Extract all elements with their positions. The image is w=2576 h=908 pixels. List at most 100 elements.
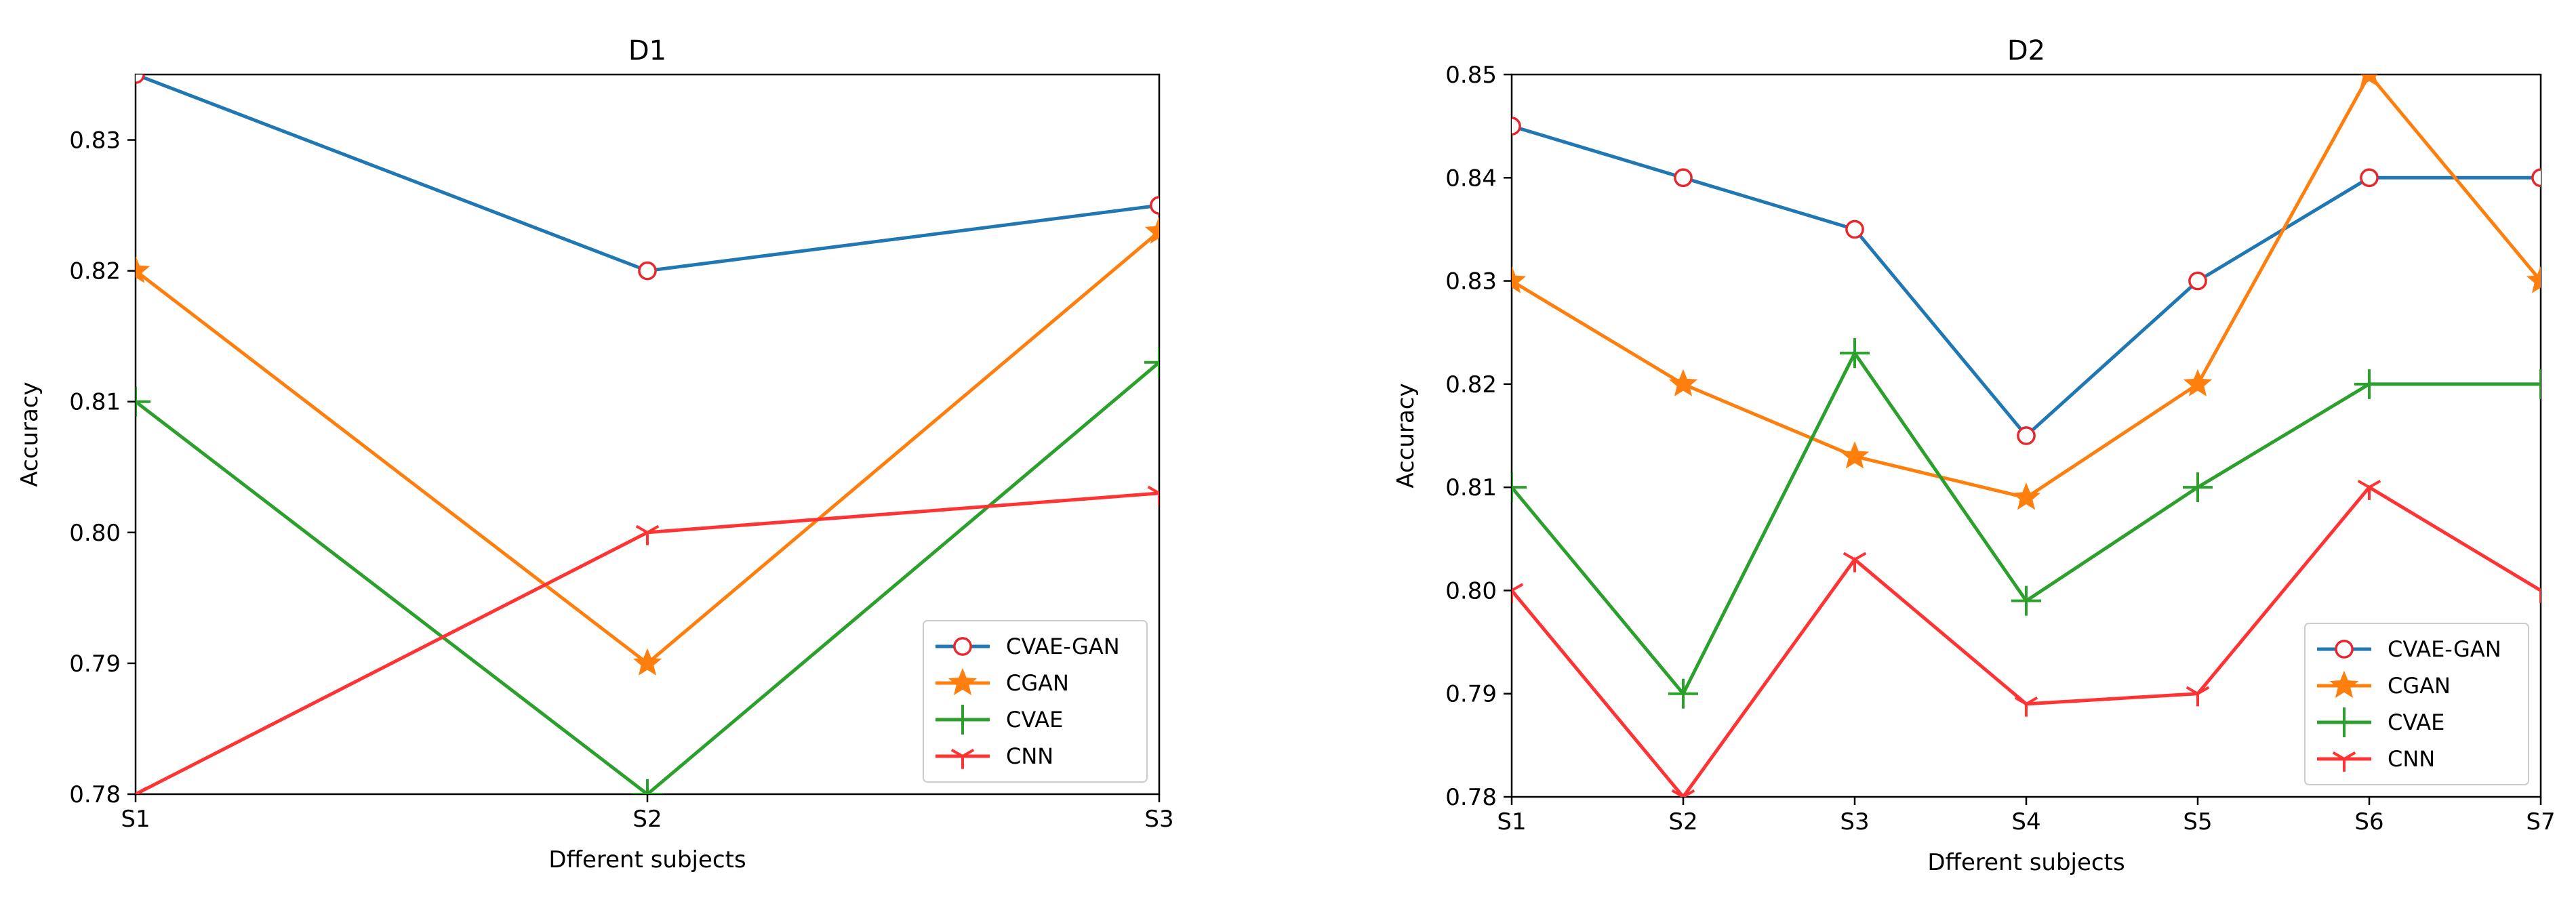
series-cvae-gan <box>1512 117 2541 445</box>
chart-title: D1 <box>628 35 666 66</box>
data-point-cvae <box>2526 369 2541 399</box>
data-point-cvae-gan <box>2017 426 2036 445</box>
legend-marker-icon <box>2335 640 2354 659</box>
y-tick-label: 0.85 <box>1445 62 1497 89</box>
data-point-cvae-gan <box>1674 168 1693 188</box>
x-tick-label: S4 <box>2011 808 2040 835</box>
data-point-cnn <box>2186 686 2210 707</box>
data-point-cvae <box>136 386 150 417</box>
x-tick-label: S1 <box>1497 808 1526 835</box>
legend-marker-icon <box>2332 751 2356 772</box>
y-axis: 0.78 0.79 0.80 0.81 0.82 0.83 <box>69 127 136 808</box>
data-point-cvae-gan <box>2360 168 2379 188</box>
data-point-cgan <box>632 648 662 676</box>
data-point-cvae <box>2354 369 2384 399</box>
data-point-cnn <box>136 786 148 794</box>
legend-label: CVAE-GAN <box>2388 636 2501 662</box>
data-point-cgan <box>1668 369 1698 396</box>
x-tick-label: S6 <box>2354 808 2383 835</box>
legend-label: CVAE <box>2388 709 2444 735</box>
chart-d2: D2 0.78 0.79 0.80 0.81 0.82 0.83 0.84 0.85 S1 S2 S3… <box>1392 35 2556 876</box>
legend-item-cgan: CGAN <box>935 667 1069 696</box>
y-axis: 0.78 0.79 0.80 0.81 0.82 0.83 0.84 0.85 <box>1445 62 1512 811</box>
legend: CVAE-GAN CGAN CVAE CNN <box>923 620 1148 783</box>
y-tick-label: 0.78 <box>1445 784 1497 811</box>
legend-label: CGAN <box>2388 673 2451 699</box>
x-tick-label: S3 <box>1144 806 1173 833</box>
data-point-cnn <box>635 524 660 545</box>
y-tick-label: 0.80 <box>1445 577 1497 604</box>
legend-box <box>923 620 1148 783</box>
data-point-cvae-gan <box>1512 117 1521 136</box>
data-point-cgan <box>136 255 150 283</box>
y-tick-label: 0.82 <box>1445 371 1497 398</box>
data-point-cnn <box>2529 583 2541 604</box>
y-tick-label: 0.81 <box>1445 474 1497 501</box>
y-axis-label: Accuracy <box>1392 383 1420 488</box>
x-tick-label: S1 <box>121 806 150 833</box>
data-point-cnn <box>1147 485 1159 506</box>
legend-marker-icon <box>2329 670 2359 698</box>
data-point-cnn <box>1843 552 1867 573</box>
legend-item-cnn: CNN <box>935 743 1053 769</box>
data-point-cgan <box>1144 216 1159 244</box>
legend-label: CGAN <box>1006 670 1069 696</box>
x-axis: S1 S2 S3 <box>121 794 1174 833</box>
data-point-cgan <box>2183 369 2213 396</box>
data-point-cnn <box>1512 583 1524 604</box>
x-axis: S1 S2 S3 S4 S5 S6 S7 <box>1497 797 2556 835</box>
legend-box <box>2304 623 2529 785</box>
data-point-cnn <box>2357 480 2381 500</box>
y-tick-label: 0.83 <box>69 127 121 154</box>
series-line-cvae-gan <box>136 75 1159 273</box>
data-point-cvae-gan <box>638 261 657 281</box>
y-tick-label: 0.83 <box>1445 268 1497 295</box>
y-tick-label: 0.80 <box>69 520 121 547</box>
legend-marker-icon <box>2329 707 2359 737</box>
series-cvae <box>1512 338 2541 709</box>
data-point-cnn <box>1671 789 1695 797</box>
data-point-cgan <box>1512 266 1527 293</box>
x-axis-label: Dfferent subjects <box>548 846 746 873</box>
x-tick-label: S2 <box>1668 808 1697 835</box>
legend-item-cvae: CVAE <box>2317 707 2444 737</box>
series-cnn <box>1512 480 2541 797</box>
data-point-cvae <box>1512 472 1527 503</box>
legend-marker-icon <box>953 637 972 656</box>
y-tick-label: 0.84 <box>1445 165 1497 192</box>
data-point-cvae <box>632 779 662 794</box>
data-point-cvae-gan <box>136 75 145 84</box>
legend-label: CNN <box>1006 743 1053 769</box>
data-point-cvae-gan <box>2188 271 2207 291</box>
data-point-cnn <box>2014 696 2038 717</box>
legend-marker-icon <box>950 748 975 769</box>
legend-item-cvae-gan: CVAE-GAN <box>2317 636 2501 662</box>
legend-marker-icon <box>948 705 978 735</box>
series-cvae-gan <box>136 75 1159 281</box>
data-point-cgan <box>2360 75 2379 87</box>
legend-marker-icon <box>948 667 978 695</box>
series-cgan <box>136 216 1159 676</box>
legend-label: CNN <box>2388 746 2435 772</box>
data-point-cgan <box>2526 266 2541 293</box>
y-tick-label: 0.79 <box>69 651 121 678</box>
series-cgan <box>1512 75 2541 510</box>
data-point-cvae-gan <box>1845 220 1864 239</box>
y-tick-label: 0.79 <box>1445 681 1497 708</box>
y-tick-label: 0.82 <box>69 258 121 285</box>
data-point-cvae-gan <box>1150 196 1159 215</box>
x-tick-label: S7 <box>2526 808 2555 835</box>
data-point-cvae <box>1144 347 1159 377</box>
y-tick-label: 0.78 <box>69 781 121 808</box>
chart-d1: D1 0.78 0.79 0.80 0.81 0.82 0.83 S1 S2 S3 Dfferent… <box>16 35 1174 873</box>
series-line-cgan <box>136 230 1159 666</box>
legend: CVAE-GAN CGAN CVAE CNN <box>2304 623 2529 785</box>
y-axis-label: Accuracy <box>16 381 43 487</box>
legend-item-cvae-gan: CVAE-GAN <box>935 634 1120 659</box>
legend-item-cvae: CVAE <box>935 705 1063 735</box>
data-point-cgan <box>1840 441 1870 469</box>
legend-label: CVAE <box>1006 707 1063 732</box>
series-group <box>1512 75 2541 797</box>
series-line-cvae-gan <box>1512 124 2541 438</box>
